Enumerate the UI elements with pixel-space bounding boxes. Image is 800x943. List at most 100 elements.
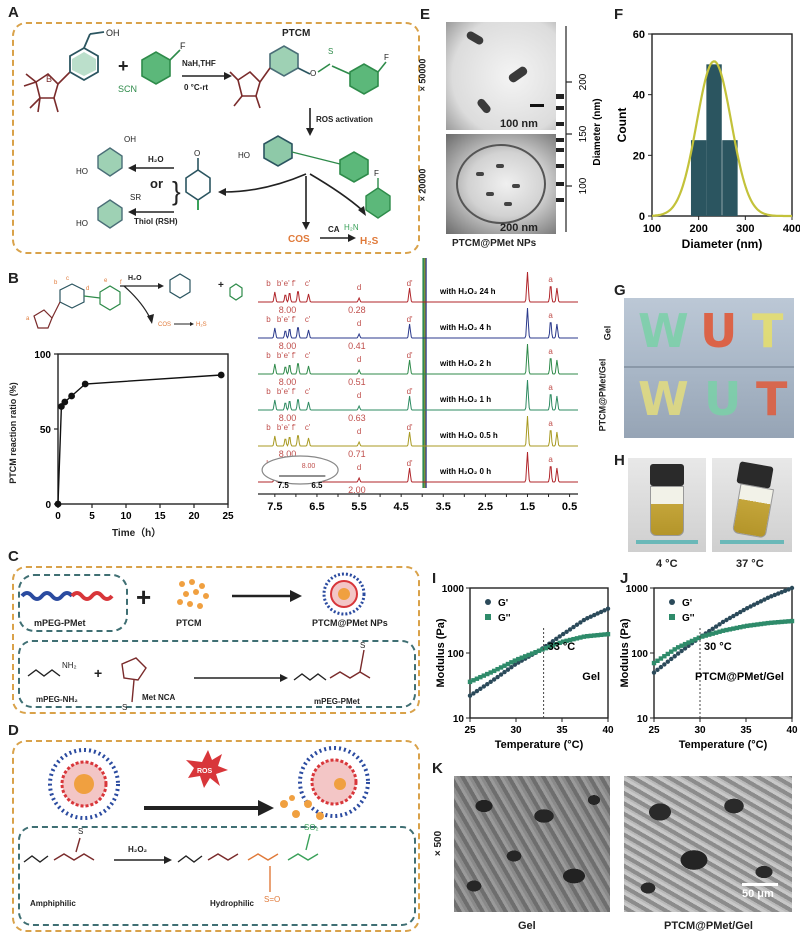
integral-aromatic: 8.00 [279, 449, 297, 459]
tick-label: 25 [648, 725, 660, 736]
sem-scale: 50 μm [742, 888, 774, 900]
series-marker-gprime [564, 629, 569, 634]
series-marker-gdoubleprime [675, 645, 681, 650]
series-marker-gdoubleprime [669, 649, 674, 654]
svg-text:COS: COS [288, 234, 310, 245]
trace-label: with H₂O₂ 24 h [439, 287, 496, 296]
tem-scale-2: 200 nm [500, 222, 538, 234]
b-plot-ylabel: PTCM reaction ratio (%) [7, 382, 18, 484]
panel-d-inner-frame [18, 826, 416, 926]
peak-label: c' [305, 387, 311, 396]
series-marker-gdoubleprime [543, 645, 549, 651]
tick-label: 10 [637, 714, 649, 725]
tick-label: 60 [633, 29, 645, 41]
peak-label: a [548, 419, 553, 428]
series-marker-gdoubleprime [526, 652, 531, 658]
nmr-trace [258, 343, 578, 375]
tick-label: 300 [736, 223, 754, 235]
panel-b-reaction-ratio-chart: 0 50 100 0 5 10 15 20 25 [34, 350, 234, 522]
tick-label: 400 [783, 223, 800, 235]
svg-text:b: b [54, 280, 58, 286]
tick-label: 1000 [442, 584, 465, 595]
svg-text:F: F [384, 53, 389, 62]
series-marker-gdoubleprime [720, 628, 726, 633]
peak-label: e' [284, 423, 290, 432]
svg-text:+: + [94, 665, 102, 681]
peak-label: b' [277, 279, 283, 288]
svg-text:200: 200 [578, 73, 589, 90]
panel-c-inner-frame-2 [18, 640, 416, 708]
series-marker-gdoubleprime [782, 619, 788, 624]
series-marker-gprime [498, 672, 504, 677]
series-marker-gdoubleprime [516, 656, 521, 662]
svg-text:Thiol (RSH): Thiol (RSH) [134, 217, 178, 226]
tick-label: 35 [740, 725, 752, 736]
trace-label: with H₂O₂ 2 h [439, 359, 491, 368]
series-marker-gprime [786, 587, 791, 592]
inset-ellipse [261, 455, 339, 485]
svg-text:+: + [218, 280, 224, 291]
panel-d-scheme: ROS S Amphiphilic H₂O₂ S=O SO₂ Hydrophil… [23, 746, 370, 908]
data-point [217, 371, 225, 379]
svg-text:a: a [26, 316, 30, 322]
tick-label: 30 [694, 725, 706, 736]
series-marker-gprime [772, 592, 777, 598]
integral-aromatic: 8.00 [279, 377, 297, 387]
svg-text:CA: CA [328, 225, 340, 234]
tick-label: 50 [40, 425, 52, 436]
svg-text:B: B [46, 74, 52, 84]
integral-d: 0.28 [348, 305, 366, 315]
integral-aromatic: 8.00 [279, 305, 297, 315]
series-marker-gprime [776, 591, 781, 596]
series-marker-gprime [509, 664, 514, 670]
series-marker-gdoubleprime [658, 656, 664, 661]
series-marker-gprime [588, 614, 593, 619]
svg-text:H₂O: H₂O [128, 275, 142, 282]
legend-label: G' [498, 598, 508, 609]
svg-text:or: or [150, 176, 163, 191]
series-marker-gprime [602, 608, 607, 613]
svg-text:c: c [66, 276, 69, 282]
integral-aromatic: 8.00 [279, 341, 297, 351]
peak-label: b [266, 279, 271, 288]
peak-label: d [357, 283, 361, 292]
svg-text:S: S [78, 827, 83, 836]
legend-marker-gprime [485, 599, 491, 605]
series-marker-gdoubleprime [529, 651, 535, 656]
series-marker-gdoubleprime [762, 621, 767, 626]
series-marker-gprime [675, 651, 681, 656]
series-marker-gprime [789, 585, 795, 591]
peak-label: d [357, 319, 361, 328]
series-marker-gprime [585, 616, 590, 621]
series-marker-gdoubleprime [574, 636, 580, 641]
tick-label: 1.5 [520, 501, 535, 513]
series-marker-gprime [595, 611, 600, 616]
peak-label: d [357, 427, 361, 436]
series-marker-gdoubleprime [765, 620, 771, 626]
series-marker-gprime [779, 589, 784, 595]
series-marker-gdoubleprime [776, 619, 781, 625]
series-marker-gprime [567, 627, 573, 632]
histogram-bar [706, 64, 722, 216]
svg-text:HO: HO [76, 219, 88, 228]
series-marker-gdoubleprime [779, 619, 784, 625]
series-marker-gdoubleprime [772, 620, 777, 625]
sem-mag: × 500 [433, 830, 445, 857]
integral-d: 0.51 [348, 377, 366, 387]
series-marker-gprime [474, 688, 480, 694]
series-marker-gdoubleprime [495, 666, 500, 672]
peak-label: b [266, 387, 271, 396]
series-marker-gdoubleprime [564, 638, 569, 644]
y-axis-title: Count [615, 108, 629, 143]
svg-text:mPEG-NH₂: mPEG-NH₂ [36, 695, 78, 704]
tem-scale-1: 100 nm [500, 118, 538, 130]
series-marker-gdoubleprime [491, 668, 497, 674]
series-marker-gdoubleprime [689, 638, 695, 644]
series-marker-gprime [665, 659, 670, 664]
series-marker-gdoubleprime [741, 624, 746, 629]
boronate-reagent [23, 71, 71, 113]
series-marker-gprime [516, 660, 521, 665]
panel-c-frame [12, 566, 420, 714]
series-marker-gdoubleprime [758, 621, 764, 627]
series-marker-gprime [574, 622, 580, 627]
